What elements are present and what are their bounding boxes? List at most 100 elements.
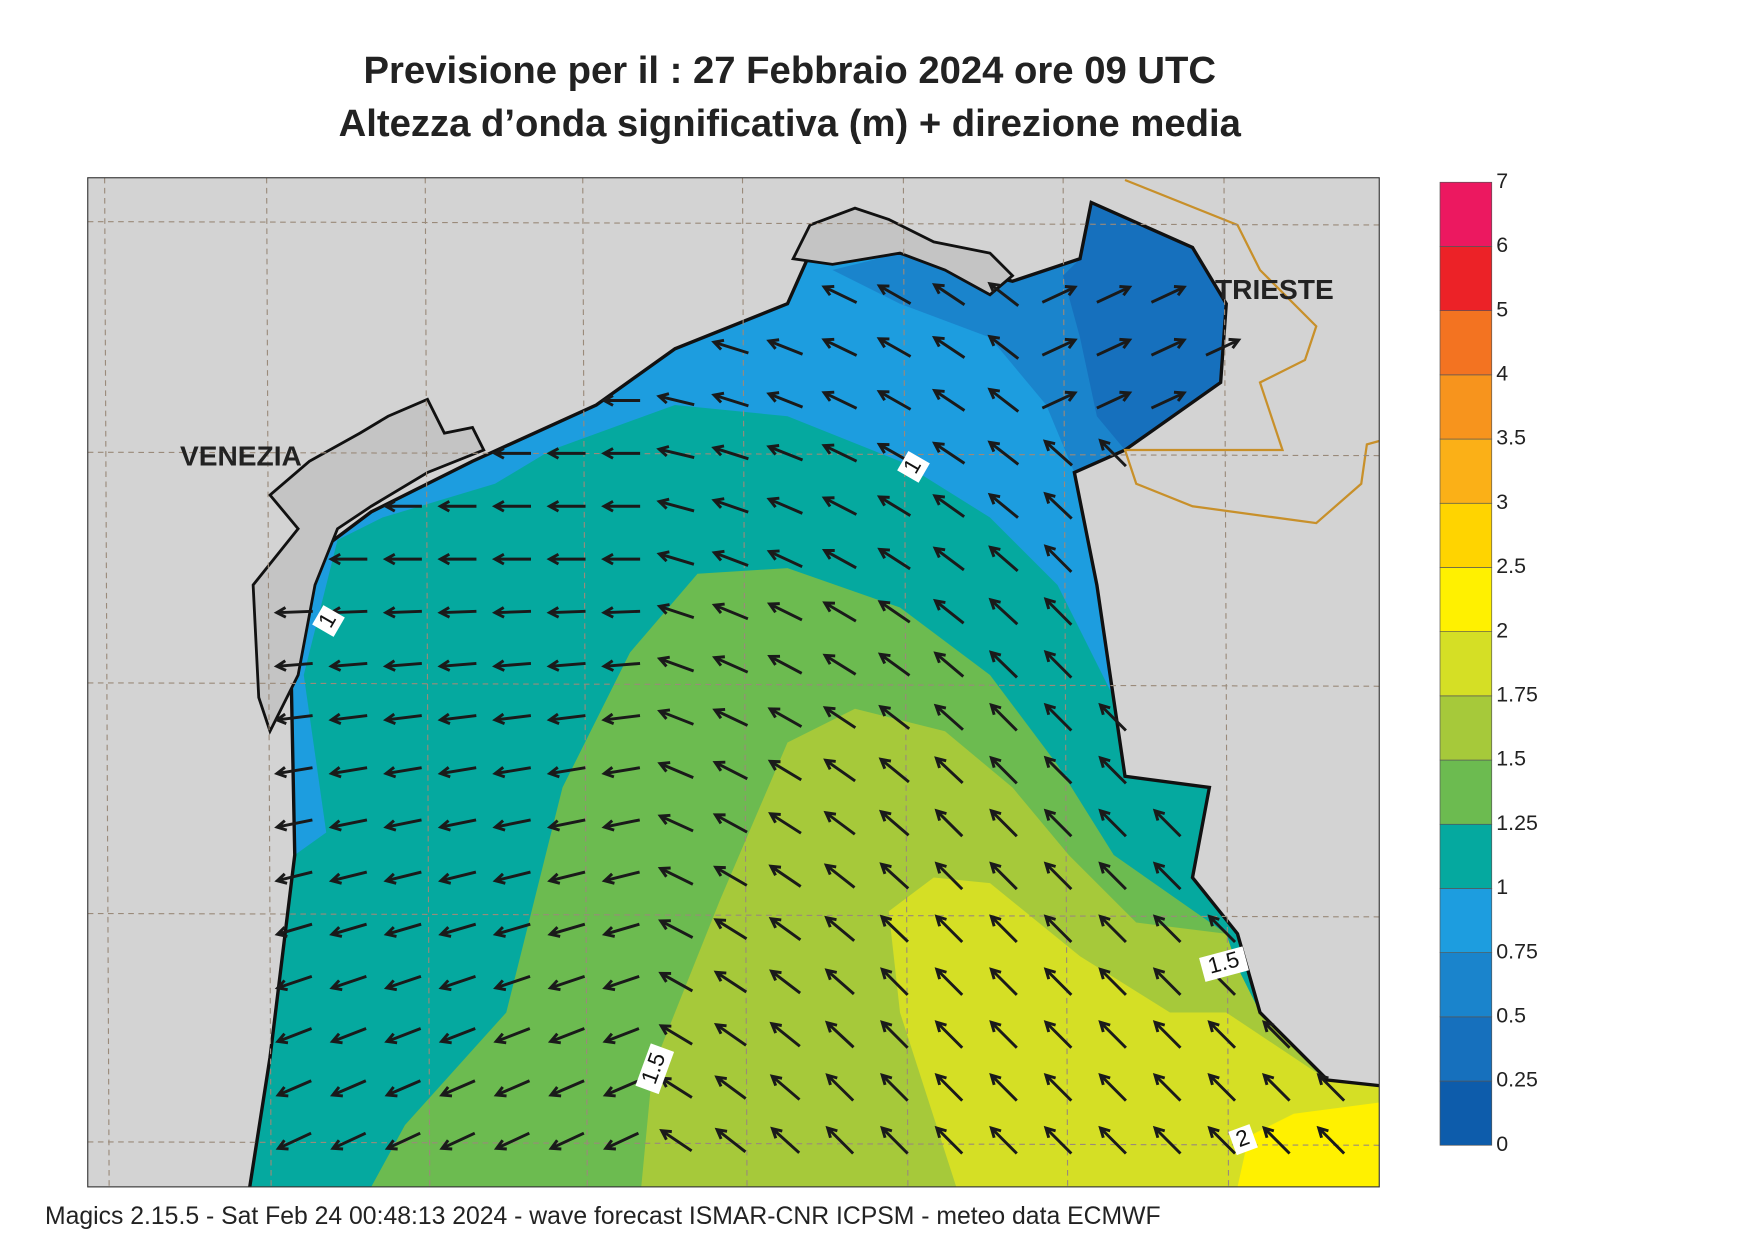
graticule-line [1062,177,1069,1187]
direction-arrow [1098,861,1127,891]
direction-arrow [823,810,856,836]
direction-arrow [766,338,804,356]
direction-arrow [657,813,694,833]
direction-arrow [878,704,911,730]
direction-arrow [712,707,749,727]
direction-arrow [601,606,641,619]
direction-arrow [934,861,964,891]
direction-arrow [601,870,640,885]
direction-arrow [1205,337,1242,357]
direction-arrow [934,1020,964,1049]
direction-arrow [824,915,856,942]
direction-arrow [437,766,477,779]
direction-arrow [934,756,964,785]
direction-arrow [384,1079,421,1098]
direction-arrow [880,967,909,996]
direction-arrow [822,706,857,729]
direction-arrow [275,1131,312,1151]
direction-arrow [1316,1072,1346,1102]
direction-arrow [329,974,367,992]
legend-label: 1.5 [1496,747,1526,771]
direction-arrow [713,970,748,994]
direction-arrow [989,914,1018,944]
direction-arrow [1043,649,1073,679]
direction-arrow [492,922,531,938]
direction-arrow [712,813,748,834]
direction-arrow [437,606,477,619]
direction-arrow [1261,1072,1291,1102]
direction-arrow [328,766,368,779]
direction-arrow [1098,967,1127,996]
direction-arrow [987,281,1020,307]
direction-arrow [824,968,855,996]
direction-arrow [275,1027,313,1045]
direction-arrow [711,602,749,621]
direction-arrow [713,865,748,887]
direction-arrow [711,655,749,674]
direction-arrow [601,394,641,407]
direction-arrow [1207,1125,1237,1155]
border [1123,178,1380,525]
direction-arrow [656,655,695,673]
direction-arrow [878,757,910,784]
direction-arrow [491,552,531,566]
direction-arrow [601,659,641,672]
direction-arrow [876,337,912,358]
direction-arrow [821,548,857,570]
direction-arrow [329,1079,367,1098]
direction-arrow [879,914,909,943]
legend-swatch [1439,1016,1493,1082]
graticule-line [902,177,909,1187]
direction-arrow [491,500,531,513]
direction-arrow [876,390,912,411]
direction-arrow [274,870,313,885]
direction-arrow [768,812,802,835]
contour-label: 1 [312,605,345,637]
direction-arrow [274,922,313,938]
legend-label: 2.5 [1496,554,1526,578]
direction-arrow [987,492,1019,519]
direction-arrow [1043,755,1073,785]
graticule-line [1223,177,1230,1187]
wave-zone [888,877,1380,1187]
direction-arrow [493,974,531,992]
direction-arrow [546,659,586,672]
direction-arrow [546,500,586,513]
direction-arrow [1043,1020,1073,1049]
legend-swatch [1439,695,1493,761]
direction-arrow [823,863,856,889]
legend-swatch [1439,502,1493,568]
direction-arrow [934,914,964,944]
direction-arrow [383,870,422,885]
contour-label: 1 [897,450,930,483]
legend-swatch [1439,823,1493,889]
direction-arrow [1043,597,1073,626]
direction-arrow [1041,337,1078,357]
direction-arrow [546,818,586,832]
direction-arrow [1098,1072,1127,1102]
direction-arrow [328,712,368,726]
direction-arrow [769,1021,801,1048]
legend-swatch [1439,438,1493,504]
direction-arrow [547,1027,585,1045]
direction-arrow [547,870,586,885]
direction-arrow [437,818,477,832]
direction-arrow [546,447,586,460]
direction-arrow [932,441,966,465]
direction-arrow [711,444,749,461]
direction-arrow [877,600,911,624]
direction-arrow [880,1020,909,1049]
direction-arrow [1207,1020,1237,1049]
direction-arrow [934,967,964,996]
direction-arrow [1152,1125,1182,1155]
direction-arrow [821,284,858,304]
direction-arrow [1043,491,1073,520]
direction-arrow [714,1127,747,1153]
direction-arrow [933,598,965,625]
direction-arrow [1041,285,1078,304]
map-frame [87,177,1380,1188]
direction-arrow [656,603,695,620]
direction-arrow [934,808,964,838]
direction-arrow [1043,861,1073,891]
direction-arrow [1152,1072,1182,1102]
